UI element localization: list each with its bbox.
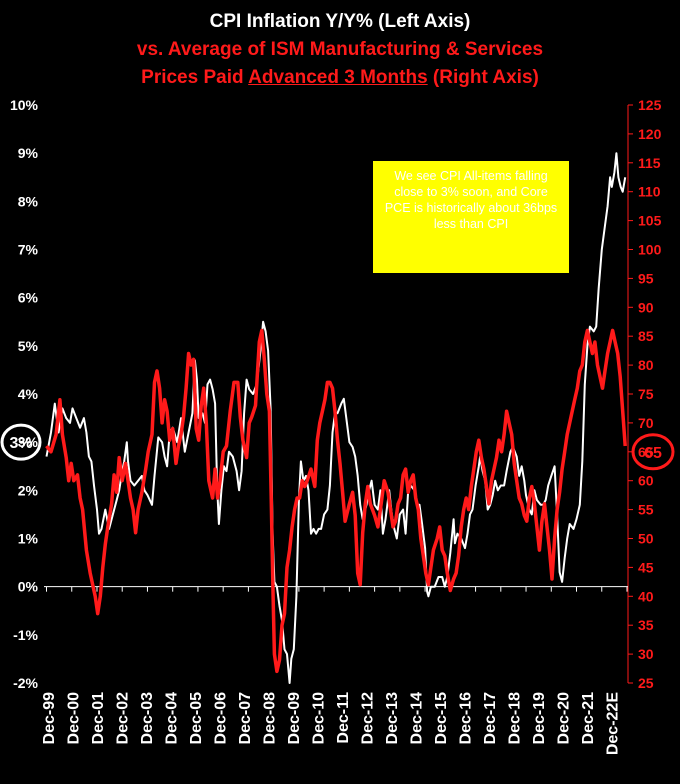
title-line-3-underlined: Advanced 3 Months [248, 67, 428, 88]
x-tick-label: Dec-18 [507, 692, 524, 745]
x-tick-label: Dec-99 [41, 692, 58, 745]
right-axis-ticks: 25 30 35 40 45 50 55 60 65 70 75 80 85 90 95 100 105 110 1… [628, 97, 662, 691]
right-tick-label: 35 [638, 617, 654, 633]
right-tick-label: 110 [638, 184, 661, 200]
right-tick-label: 115 [638, 155, 661, 171]
right-tick-label: 85 [638, 328, 654, 344]
title-line-3-prefix: Prices Paid [141, 67, 249, 88]
chart-title-line-3: Prices Paid Advanced 3 Months (Right Axi… [0, 66, 680, 90]
x-tick-label: Dec-10 [311, 692, 328, 745]
right-tick-label: 120 [638, 126, 662, 142]
x-tick-label: Dec-12 [360, 692, 377, 745]
right-tick-label: 100 [638, 242, 662, 258]
x-tick-label: Dec-16 [458, 692, 475, 745]
x-tick-label: Dec-20 [556, 692, 573, 745]
chart-title-line-1: CPI Inflation Y/Y% (Left Axis) [209, 11, 471, 32]
left-tick-label: 7% [18, 242, 39, 258]
x-tick-label: Dec-07 [237, 692, 254, 745]
left-3pct-circle [0, 423, 42, 461]
axis-highlights: 3% 65 [0, 423, 675, 471]
right-65-circle [631, 433, 675, 471]
right-tick-label: 80 [638, 357, 654, 373]
left-tick-label: 0% [18, 579, 39, 595]
x-tick-label: Dec-01 [90, 692, 107, 745]
left-tick-label: 2% [18, 482, 39, 498]
left-tick-label: 8% [18, 193, 39, 209]
x-tick-label: Dec-03 [139, 692, 156, 745]
right-tick-label: 30 [638, 646, 654, 662]
left-tick-label: 9% [18, 145, 39, 161]
left-tick-label: 1% [18, 531, 39, 547]
x-tick-label: Dec-14 [409, 692, 426, 745]
right-tick-label: 125 [638, 97, 662, 113]
left-tick-label: 3% [18, 434, 39, 450]
left-tick-label: 6% [18, 290, 39, 306]
right-tick-label: 75 [638, 386, 654, 402]
left-tick-label: -1% [13, 627, 38, 643]
x-axis: Dec-99 Dec-00 Dec-01 Dec-02 Dec-03 Dec-04 Dec-… [41, 586, 628, 755]
x-tick-label: Dec-09 [286, 692, 303, 745]
right-tick-label: 55 [638, 502, 654, 518]
right-tick-label: 90 [638, 299, 654, 315]
title-line-3-suffix: (Right Axis) [427, 67, 539, 88]
right-65-label: 65 [644, 445, 662, 462]
right-tick-label: 65 [638, 444, 654, 460]
right-tick-label: 95 [638, 270, 654, 286]
x-tick-label: Dec-21 [580, 692, 597, 745]
right-tick-label: 45 [638, 559, 654, 575]
left-tick-label: 5% [18, 338, 39, 354]
x-tick-label: Dec-04 [164, 692, 181, 745]
x-tick-label: Dec-13 [384, 692, 401, 745]
right-tick-label: 50 [638, 531, 654, 547]
x-tick-label: Dec-15 [433, 692, 450, 745]
x-tick-label: Dec-08 [262, 692, 279, 745]
x-tick-label: Dec-00 [66, 692, 83, 745]
right-tick-label: 105 [638, 213, 662, 229]
right-tick-label: 25 [638, 675, 654, 691]
x-tick-label: Dec-11 [335, 692, 352, 744]
left-axis-ticks: -2% -1% 0% 1% 2% 3% 4% 5% 6% 7% 8% 9% 10% [10, 97, 39, 691]
left-tick-label: -2% [13, 675, 38, 691]
x-tick-label: Dec-02 [115, 692, 132, 745]
x-tick-label: Dec-05 [188, 692, 205, 745]
right-tick-label: 40 [638, 588, 654, 604]
right-tick-label: 70 [638, 415, 654, 431]
x-tick-label: Dec-22E [605, 692, 622, 755]
chart-title-line-2: vs. Average of ISM Manufacturing & Servi… [136, 39, 544, 60]
right-tick-label: 60 [638, 473, 654, 489]
series-layer [45, 152, 627, 684]
x-tick-label: Dec-17 [482, 692, 499, 745]
left-3pct-label: 3% [9, 435, 32, 452]
left-tick-label: 10% [10, 97, 39, 113]
left-tick-label: 4% [18, 386, 39, 402]
x-tick-label: Dec-19 [531, 692, 548, 745]
x-tick-label: Dec-06 [213, 692, 230, 745]
annotation-box: We see CPI All-items falling close to 3%… [373, 161, 569, 273]
ism-prices-series-line [45, 328, 627, 674]
